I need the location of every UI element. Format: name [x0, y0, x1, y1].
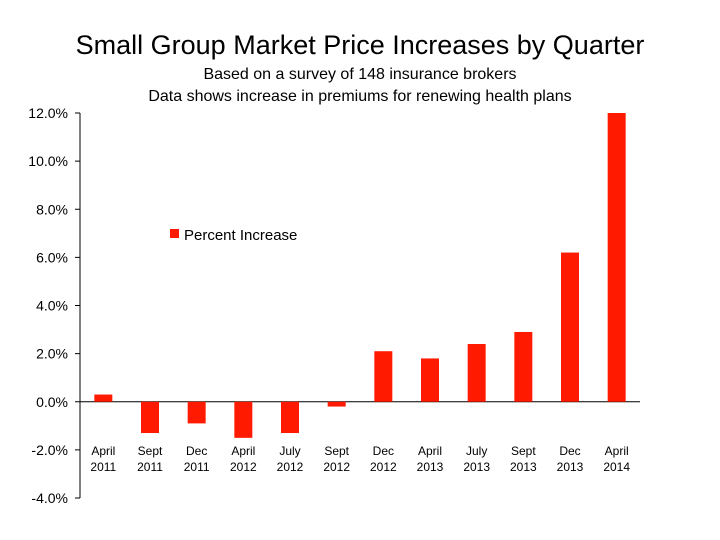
x-tick-label: July: [466, 444, 487, 458]
x-tick-label: April: [231, 444, 255, 458]
bar: [281, 401, 299, 434]
bar: [141, 401, 159, 434]
x-tick-label-year: 2011: [184, 460, 210, 474]
x-tick-label: April: [605, 444, 629, 458]
y-tick-label: 4.0%: [36, 298, 68, 314]
bar: [327, 401, 346, 407]
legend-swatch: [170, 229, 179, 238]
x-tick-label: April: [418, 444, 442, 458]
bar: [514, 331, 533, 402]
x-tick-label: July: [279, 444, 300, 458]
x-tick-label-year: 2013: [510, 460, 537, 474]
y-tick-label: 8.0%: [36, 201, 68, 217]
x-tick-label-year: 2012: [370, 460, 397, 474]
x-tick-label: Sept: [324, 444, 349, 458]
y-tick-label: 12.0%: [28, 105, 68, 121]
bar: [94, 394, 113, 402]
y-tick-label: 0.0%: [36, 394, 68, 410]
x-tick-label-year: 2012: [277, 460, 304, 474]
bar: [467, 344, 486, 402]
x-tick-label: Dec: [373, 444, 394, 458]
y-tick-label: -2.0%: [31, 442, 68, 458]
x-tick-label: Sept: [511, 444, 536, 458]
x-tick-label: Dec: [559, 444, 580, 458]
x-tick-label-year: 2013: [463, 460, 490, 474]
bar: [561, 252, 579, 402]
x-tick-label-year: 2012: [230, 460, 257, 474]
x-tick-label-year: 2014: [603, 460, 630, 474]
y-tick-label: 2.0%: [36, 346, 68, 362]
y-tick-label: -4.0%: [31, 490, 68, 506]
bar: [421, 358, 439, 402]
bar: [187, 401, 206, 424]
chart-subtitle-line-1: Based on a survey of 148 insurance broke…: [203, 66, 517, 83]
bar: [234, 401, 253, 438]
x-tick-label: April: [91, 444, 115, 458]
x-tick-label: Sept: [138, 444, 163, 458]
x-tick-label: Dec: [186, 444, 207, 458]
chart-title: Small Group Market Price Increases by Qu…: [75, 30, 645, 60]
chart-subtitle-line-2: Data shows increase in premiums for rene…: [148, 88, 572, 105]
y-tick-label: 10.0%: [28, 153, 68, 169]
x-tick-label-year: 2011: [137, 460, 163, 474]
bar: [607, 113, 626, 402]
x-tick-label-year: 2011: [90, 460, 116, 474]
x-tick-label-year: 2012: [323, 460, 350, 474]
y-tick-label: 6.0%: [36, 249, 68, 265]
x-tick-label-year: 2013: [557, 460, 584, 474]
legend-label: Percent Increase: [184, 227, 297, 244]
bar: [374, 351, 393, 402]
x-tick-label-year: 2013: [417, 460, 444, 474]
